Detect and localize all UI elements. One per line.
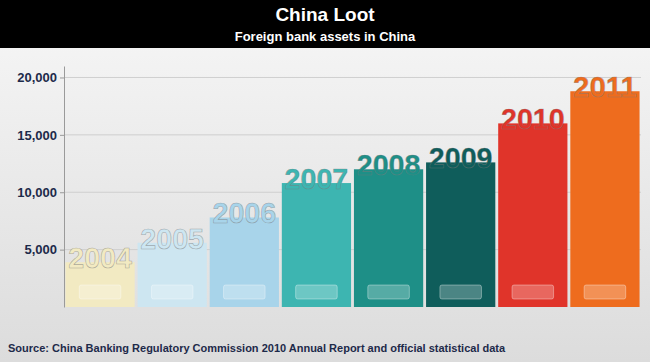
- grid-line: [64, 77, 641, 78]
- bar: [498, 123, 567, 307]
- background: [0, 0, 650, 362]
- note-icon: [79, 285, 121, 299]
- bar: [282, 183, 351, 307]
- note-icon: [512, 285, 554, 299]
- bar: [210, 217, 279, 307]
- y-tick: 15,000: [17, 128, 64, 143]
- note-icon: [440, 285, 482, 299]
- y-tick-label: 5,000: [24, 242, 57, 257]
- y-tick-mark: [60, 135, 64, 136]
- y-tick: 20,000: [17, 70, 64, 85]
- y-tick-mark: [60, 192, 64, 193]
- note-icon: [584, 285, 626, 299]
- bar: [570, 91, 639, 307]
- subtitle: Foreign bank assets in China: [235, 29, 416, 44]
- y-axis: 5,000 10,000 15,000 20,000: [17, 67, 64, 308]
- bars: [65, 91, 639, 307]
- category-label: 2011: [573, 70, 637, 103]
- y-tick-label: 10,000: [17, 185, 57, 200]
- category-label: 2005: [140, 222, 204, 255]
- category-label: 2010: [501, 102, 565, 135]
- y-tick-label: 15,000: [17, 128, 57, 143]
- note-icon: [296, 285, 338, 299]
- note-icon: [151, 285, 193, 299]
- header-band: [0, 0, 650, 48]
- category-label: 2004: [68, 241, 132, 274]
- note-icon: [224, 285, 266, 299]
- y-axis-line: [64, 67, 65, 308]
- y-tick-mark: [60, 77, 64, 78]
- y-tick: 5,000: [24, 242, 64, 257]
- category-label: 2009: [429, 141, 493, 174]
- y-tick-label: 20,000: [17, 70, 57, 85]
- bar: [354, 169, 423, 307]
- note-icon: [368, 285, 410, 299]
- title: China Loot: [275, 4, 375, 25]
- chart: China Loot Foreign bank assets in China 5,…: [0, 0, 650, 362]
- category-label: 2007: [285, 162, 349, 195]
- category-label: 2008: [357, 148, 421, 181]
- bar: [426, 162, 495, 307]
- y-tick-mark: [60, 250, 64, 251]
- category-label: 2006: [212, 196, 276, 229]
- y-tick: 10,000: [17, 185, 64, 200]
- source: Source: China Banking Regulatory Commiss…: [8, 342, 506, 354]
- category-labels: 200420052006 20072008200920102011: [68, 70, 637, 274]
